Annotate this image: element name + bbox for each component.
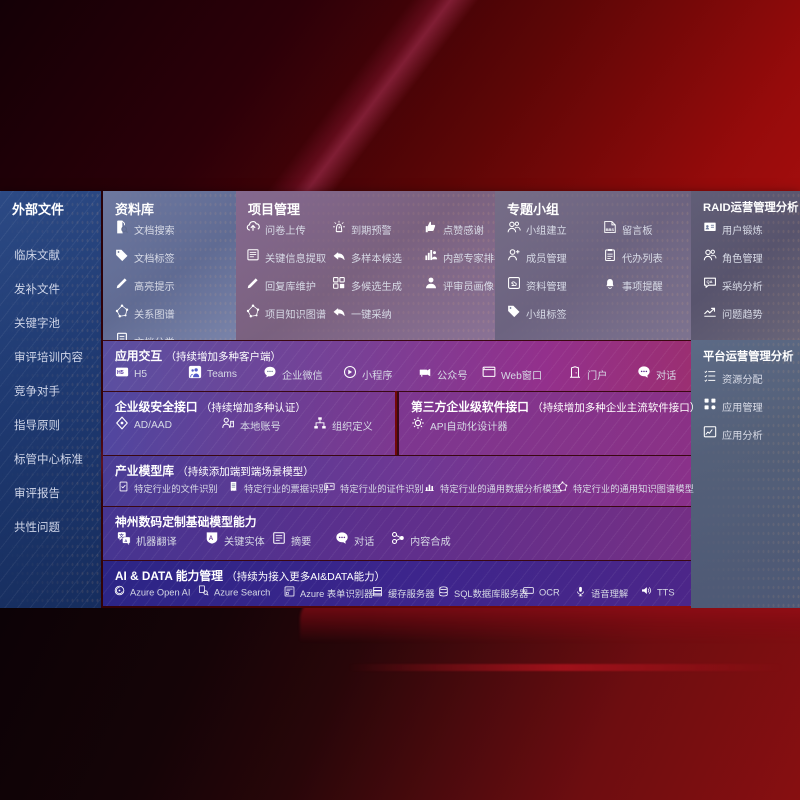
svg-text:QA: QA <box>707 279 713 284</box>
svg-text:BBS: BBS <box>606 227 615 232</box>
svg-text:H5: H5 <box>117 370 124 376</box>
svg-text:A: A <box>209 535 214 542</box>
svg-text:A: A <box>124 538 127 543</box>
svg-text:文: 文 <box>119 532 124 539</box>
